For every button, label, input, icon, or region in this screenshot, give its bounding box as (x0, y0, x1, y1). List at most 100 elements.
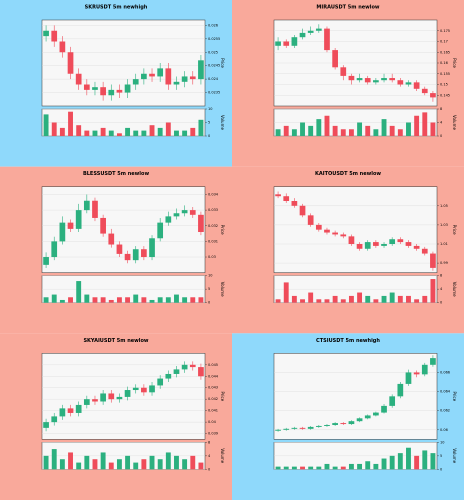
y-tick-label: 0.043 (208, 386, 218, 390)
candle-body (108, 89, 115, 96)
volume-bar (332, 466, 338, 470)
volume-bar (43, 455, 49, 470)
volume-tick-label: 4 (208, 454, 211, 458)
volume-bar (373, 299, 379, 303)
candle-body (181, 76, 188, 82)
candle-body (373, 80, 379, 83)
y-tick-label: 0.045 (208, 363, 218, 367)
volume-bar (51, 294, 57, 303)
volume-bar (133, 130, 139, 136)
candle-body (291, 201, 298, 206)
volume-tick-label: 0 (208, 301, 210, 305)
volume-bar (316, 299, 322, 303)
volume-bar (165, 452, 171, 470)
chart-panel: BLESSUSDT 5m newlow 0.03 0.031 0.032 0.033 0.… (0, 166, 232, 334)
volume-tick-label: 5 (440, 454, 442, 458)
candle-body (364, 78, 371, 83)
candle-body (67, 222, 74, 229)
price-plot-area (273, 353, 438, 440)
volume-bar (422, 295, 428, 303)
chart-panel: CTSIUSDT 5m newhigh 0.06 0.062 0.064 0.066 0 5… (232, 333, 464, 500)
volume-bar (68, 452, 73, 470)
y-tick-label: 0.064 (440, 390, 451, 394)
y-tick-label: 0.032 (208, 224, 218, 228)
candle-body (356, 244, 363, 249)
candle-body (165, 216, 172, 223)
candle-body (100, 393, 106, 402)
volume-bar (381, 119, 387, 136)
volume-bar (414, 299, 420, 303)
volume-bar (308, 292, 314, 303)
candle-body (315, 224, 322, 230)
candle-body (405, 242, 412, 246)
candle-body (307, 215, 314, 225)
volume-bar (100, 127, 106, 136)
volume-bar (182, 297, 188, 303)
volume-bar (348, 295, 354, 303)
y-axis-label: Price (220, 58, 225, 68)
candle-body (348, 75, 355, 81)
volume-bar (174, 294, 179, 303)
candle-body (340, 67, 347, 76)
volume-axis-label: Volume (220, 282, 225, 297)
y-tick-label: 0.024 (208, 77, 219, 81)
candle-body (373, 242, 379, 246)
y-tick-label: 0.99 (440, 261, 448, 265)
volume-bar (141, 130, 147, 136)
chart-panel: MIRAUSDT 5m newlow 0.145 0.15 0.155 0.16 0.16… (232, 0, 464, 167)
volume-bar (108, 130, 114, 136)
candle-body (389, 396, 396, 406)
candle-body (430, 358, 436, 365)
volume-bar (389, 292, 395, 303)
chart-title: SKRUSDT 5m newhigh (85, 5, 148, 11)
y-tick-label: 0.041 (208, 409, 218, 413)
y-tick-label: 0.031 (208, 239, 218, 243)
candle-body (421, 88, 428, 94)
candle-body (198, 60, 204, 80)
volume-bar (275, 466, 281, 470)
candle-body (275, 429, 281, 431)
candle-body (381, 405, 387, 413)
volume-bar (324, 463, 330, 470)
volume-tick-label: 10 (440, 440, 444, 444)
volume-bar (308, 125, 314, 136)
volume-bar (414, 115, 420, 136)
candle-body (291, 427, 298, 429)
volume-bar (308, 466, 314, 470)
candle-body (421, 248, 428, 254)
candle-body (173, 81, 180, 85)
volume-bar (149, 125, 155, 136)
volume-bar (190, 297, 196, 303)
candle-body (92, 200, 98, 218)
volume-tick-label: 4 (440, 287, 443, 291)
candle-body (275, 41, 281, 46)
volume-bar (174, 130, 179, 136)
candle-body (51, 416, 58, 423)
candle-body (43, 257, 49, 265)
candle-body (124, 253, 131, 261)
volume-tick-label: 0 (208, 134, 210, 138)
candle-body (83, 200, 90, 211)
candle-body (389, 239, 396, 244)
volume-bar (92, 130, 98, 136)
candle-body (67, 408, 74, 413)
candle-body (413, 82, 420, 89)
y-tick-label: 0.16 (440, 61, 448, 65)
candle-body (421, 364, 428, 375)
volume-bar (381, 295, 387, 303)
candle-body (315, 425, 322, 427)
candle-body (165, 373, 172, 379)
volume-bar (125, 455, 131, 470)
volume-bar (59, 299, 65, 303)
y-tick-label: 1.01 (440, 242, 448, 246)
candle-body (373, 412, 379, 416)
candle-body (181, 210, 188, 214)
volume-bar (100, 452, 106, 470)
candle-body (340, 423, 347, 425)
candle-body (307, 30, 314, 33)
volume-bar (198, 462, 204, 470)
y-tick-label: 0.17 (440, 40, 448, 44)
volume-bar (283, 466, 289, 470)
y-tick-label: 0.165 (440, 50, 450, 54)
